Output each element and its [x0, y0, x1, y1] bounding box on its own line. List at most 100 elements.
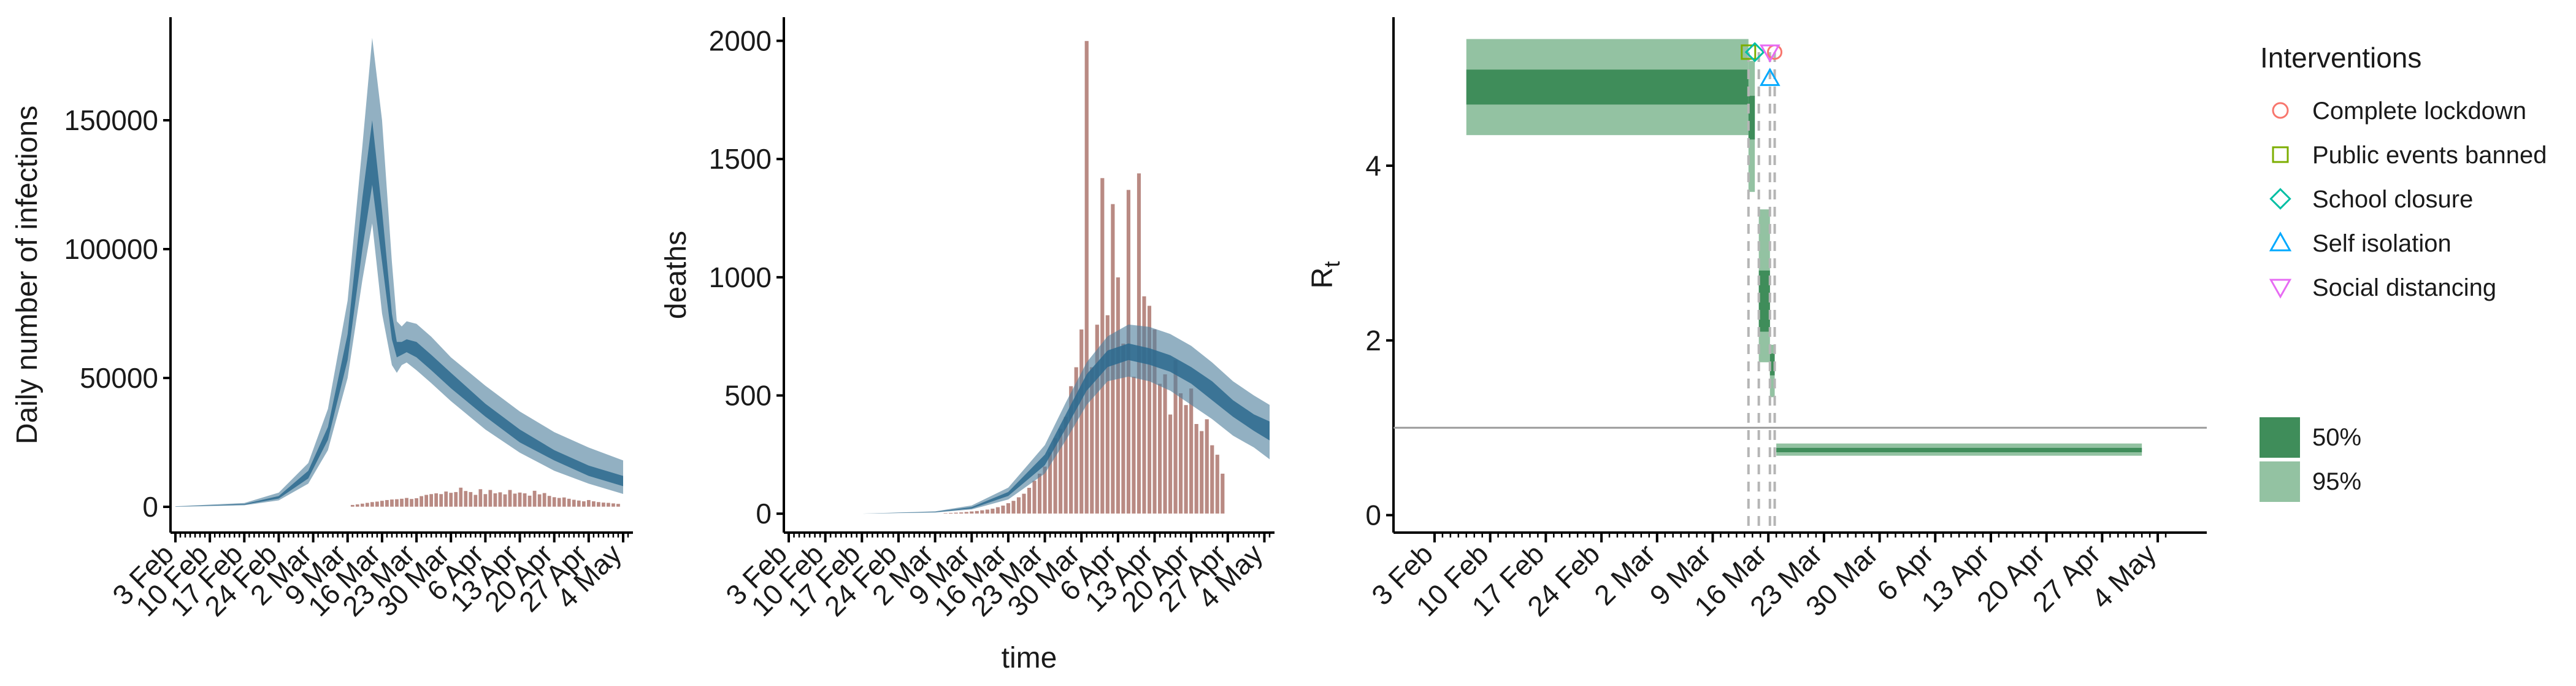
y-tick-label: 0 — [756, 498, 772, 530]
bar — [360, 503, 365, 507]
bar — [1178, 393, 1183, 514]
bar — [399, 498, 404, 507]
band-50ci — [175, 120, 623, 507]
y-tick-label: 1000 — [709, 261, 772, 293]
bar — [969, 511, 974, 514]
bar — [1074, 367, 1079, 514]
bar — [498, 491, 502, 507]
y-axis-title: Daily number of infections — [11, 106, 44, 444]
bar — [483, 493, 488, 507]
bar — [409, 498, 414, 507]
bar — [547, 495, 552, 507]
y-tick-label: 500 — [724, 380, 772, 412]
bar — [443, 491, 448, 507]
bar — [1016, 496, 1021, 514]
bar — [394, 499, 399, 507]
y-axis-title-subscript: t — [1319, 261, 1344, 268]
bar — [1095, 324, 1100, 514]
y-tick-label: 1500 — [709, 143, 772, 175]
bar — [523, 493, 527, 507]
bar — [572, 499, 577, 507]
bar — [959, 512, 964, 514]
bar — [513, 493, 517, 507]
bar — [439, 493, 443, 507]
bar — [586, 499, 591, 507]
bar — [1199, 431, 1204, 514]
bar — [527, 495, 532, 507]
legend-key-triangle-up — [2269, 231, 2292, 252]
bar — [1011, 500, 1016, 514]
legend-ci-label: 95% — [2312, 468, 2361, 495]
bar — [1000, 505, 1005, 514]
bar — [1068, 385, 1073, 514]
bar — [463, 490, 468, 507]
intervention-marker — [1744, 42, 1765, 63]
bar — [1184, 404, 1189, 514]
bar — [1032, 480, 1037, 514]
bar — [943, 512, 948, 514]
legend-label: School closure — [2312, 186, 2473, 213]
bar — [419, 496, 424, 507]
bar — [1079, 329, 1084, 514]
bar — [414, 498, 419, 507]
bar — [1084, 40, 1089, 514]
bar — [552, 496, 557, 507]
legend-ci-swatch — [2260, 461, 2300, 502]
intervention-marker — [1741, 44, 1757, 60]
intervention-marker — [1759, 67, 1781, 87]
y-tick-label: 2 — [1365, 325, 1381, 356]
legend-label: Self isolation — [2312, 230, 2451, 257]
bar — [1215, 454, 1220, 514]
bar — [567, 498, 572, 507]
legend-key-square — [2272, 146, 2289, 163]
x-axis-title: time — [1002, 642, 1057, 674]
bar — [1021, 493, 1027, 514]
legend-key-triangle-down — [2269, 279, 2292, 299]
bar — [355, 504, 360, 507]
bar — [616, 503, 621, 507]
bar — [478, 488, 483, 507]
bar — [404, 498, 409, 507]
bar — [488, 490, 493, 507]
bar — [1037, 473, 1042, 514]
bar — [385, 499, 389, 507]
y-tick-label: 100000 — [64, 233, 159, 265]
bar — [611, 503, 616, 507]
bar — [350, 504, 355, 507]
bar — [1220, 473, 1225, 514]
band-95ci — [789, 324, 1270, 514]
bar — [518, 492, 522, 507]
x-tick-label: 2 Mar — [1588, 538, 1662, 611]
y-tick-label: 50000 — [80, 362, 158, 394]
bar — [557, 498, 562, 507]
bar — [1141, 296, 1147, 514]
band-95ci — [175, 37, 623, 507]
y-axis-title: Rt — [1306, 261, 1344, 289]
legend-label: Complete lockdown — [2312, 98, 2526, 125]
bar — [990, 508, 995, 514]
bar — [473, 495, 478, 507]
bar — [542, 493, 547, 507]
bar — [389, 499, 394, 507]
bar — [606, 503, 611, 507]
bar — [537, 494, 542, 507]
bar — [508, 490, 512, 507]
bar — [1168, 414, 1173, 514]
rt-band-50 — [1466, 69, 1749, 105]
bar — [424, 495, 429, 507]
intervention-marker — [1759, 44, 1781, 63]
bar — [434, 493, 439, 507]
y-tick-label: 0 — [142, 491, 158, 523]
bar — [601, 502, 606, 507]
bar — [964, 511, 969, 514]
legend-key-diamond — [2269, 188, 2291, 210]
bar — [985, 509, 990, 514]
rt-band-50 — [1769, 353, 1775, 376]
bar — [493, 493, 497, 507]
bar — [458, 487, 463, 507]
y-tick-label: 0 — [1365, 499, 1381, 531]
legend: Interventions Complete lockdown Public ev… — [2260, 42, 2547, 502]
